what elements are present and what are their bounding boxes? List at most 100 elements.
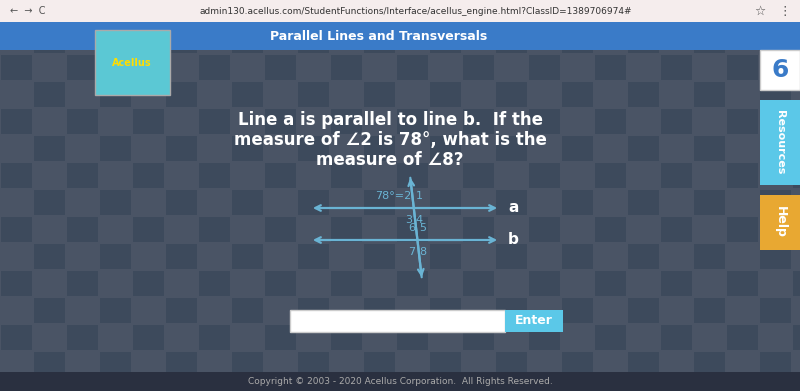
Bar	[760, 50, 800, 90]
Bar	[100, 379, 131, 391]
Bar	[562, 217, 593, 242]
Bar	[397, 217, 428, 242]
Bar	[760, 195, 800, 250]
Text: 1: 1	[416, 191, 422, 201]
Bar	[364, 244, 395, 269]
Bar	[595, 55, 626, 80]
Bar	[793, 1, 800, 26]
Bar	[331, 28, 362, 53]
Bar	[661, 298, 692, 323]
Bar	[793, 271, 800, 296]
Text: Copyright © 2003 - 2020 Acellus Corporation.  All Rights Reserved.: Copyright © 2003 - 2020 Acellus Corporat…	[248, 377, 552, 386]
Bar	[595, 271, 626, 296]
Bar	[430, 190, 461, 215]
Bar	[661, 325, 692, 350]
Bar	[463, 190, 494, 215]
Bar	[133, 298, 164, 323]
Bar	[562, 82, 593, 107]
Text: 4: 4	[416, 215, 423, 225]
Bar	[760, 136, 791, 161]
Bar	[397, 352, 428, 377]
Bar	[496, 1, 527, 26]
Bar	[793, 298, 800, 323]
Text: Line a is parallel to line b.  If the: Line a is parallel to line b. If the	[238, 111, 542, 129]
Bar	[67, 217, 98, 242]
Bar	[100, 28, 131, 53]
Bar	[628, 190, 659, 215]
Bar	[595, 352, 626, 377]
Bar	[661, 379, 692, 391]
Bar	[505, 310, 563, 332]
Bar	[496, 298, 527, 323]
Bar	[727, 55, 758, 80]
Bar	[628, 55, 659, 80]
Bar	[793, 28, 800, 53]
Bar	[562, 244, 593, 269]
Bar	[100, 244, 131, 269]
Text: ←  →  C: ← → C	[10, 6, 46, 16]
Bar	[232, 325, 263, 350]
Bar	[133, 109, 164, 134]
Bar	[166, 244, 197, 269]
Bar	[463, 109, 494, 134]
Bar	[595, 136, 626, 161]
Text: measure of ∠2 is 78°, what is the: measure of ∠2 is 78°, what is the	[234, 131, 546, 149]
Bar	[397, 28, 428, 53]
Bar	[793, 82, 800, 107]
Bar	[364, 28, 395, 53]
Bar	[364, 217, 395, 242]
Bar	[199, 190, 230, 215]
Bar	[199, 1, 230, 26]
Bar	[694, 136, 725, 161]
Bar	[133, 352, 164, 377]
Bar	[100, 217, 131, 242]
Bar	[364, 298, 395, 323]
Bar	[34, 163, 65, 188]
Bar	[628, 325, 659, 350]
Bar	[1, 55, 32, 80]
Bar	[67, 271, 98, 296]
Text: Parallel Lines and Transversals: Parallel Lines and Transversals	[270, 29, 487, 43]
Bar	[364, 271, 395, 296]
Bar	[496, 217, 527, 242]
Bar	[298, 271, 329, 296]
Bar	[67, 28, 98, 53]
Bar	[397, 82, 428, 107]
Bar	[694, 109, 725, 134]
Text: Help: Help	[774, 206, 786, 238]
Bar	[529, 82, 560, 107]
Bar	[661, 163, 692, 188]
Bar	[331, 298, 362, 323]
Bar	[529, 109, 560, 134]
Bar	[628, 352, 659, 377]
Bar	[562, 136, 593, 161]
Bar	[34, 190, 65, 215]
Bar	[166, 136, 197, 161]
Bar	[1, 379, 32, 391]
Bar	[397, 109, 428, 134]
Bar	[463, 28, 494, 53]
Bar	[529, 136, 560, 161]
Bar	[331, 217, 362, 242]
Bar	[133, 325, 164, 350]
Bar	[265, 55, 296, 80]
Bar	[1, 109, 32, 134]
Bar	[661, 55, 692, 80]
Bar	[628, 271, 659, 296]
Bar	[331, 352, 362, 377]
Bar	[290, 310, 505, 332]
Bar	[562, 163, 593, 188]
Bar	[628, 244, 659, 269]
Bar	[298, 217, 329, 242]
Bar	[628, 298, 659, 323]
Bar	[67, 136, 98, 161]
Bar	[34, 28, 65, 53]
Bar	[496, 28, 527, 53]
Bar	[430, 325, 461, 350]
Bar	[760, 163, 791, 188]
Text: b: b	[508, 233, 519, 248]
Text: 6: 6	[409, 223, 415, 233]
Bar	[793, 163, 800, 188]
Bar	[661, 244, 692, 269]
Bar	[496, 379, 527, 391]
